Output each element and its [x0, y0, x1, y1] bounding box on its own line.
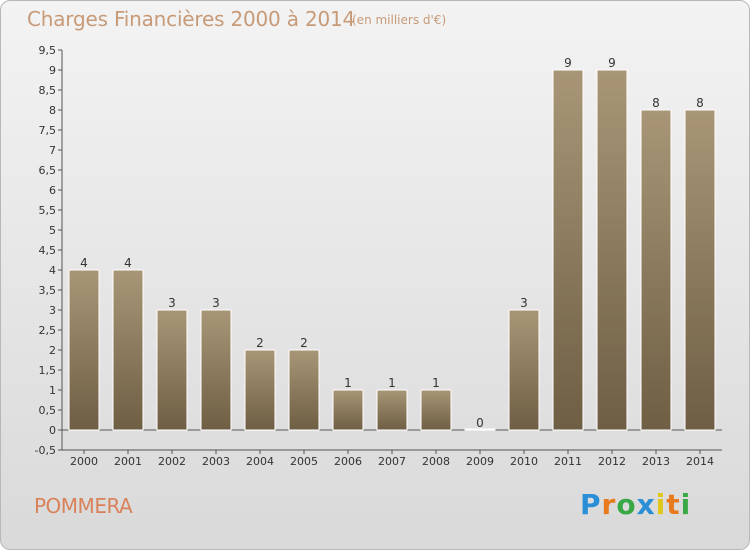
x-tick-label: 2009 [466, 455, 494, 468]
x-tick-label: 2004 [246, 455, 274, 468]
x-tick-label: 2003 [202, 455, 230, 468]
logo-letter: t [666, 488, 681, 521]
y-tick-label: 3 [49, 304, 56, 317]
bar-value-label: 1 [344, 376, 352, 390]
x-tick-label: 2000 [70, 455, 98, 468]
bar[interactable] [640, 109, 672, 431]
bar-value-label: 3 [520, 296, 528, 310]
x-axis: 2000 2001 2002 2003 2004 2005 2006 2007 2008 2009… [62, 429, 722, 468]
y-tick-label: 5,5 [39, 204, 57, 217]
bar[interactable] [596, 69, 628, 431]
logo-letter: o [616, 488, 637, 521]
x-tick-label: 2001 [114, 455, 142, 468]
y-tick-label: 0 [49, 424, 56, 437]
y-tick-label: 4 [49, 264, 56, 277]
bar[interactable] [684, 109, 716, 431]
bar[interactable] [156, 309, 188, 431]
x-tick-label: 2005 [290, 455, 318, 468]
logo-letter: r [601, 488, 617, 521]
y-axis: -0,5 0 0,5 1 1,5 2 2,5 3 3,5 4 4,5 5 5,5 6 6,5 7 7,5 8 8,5… [35, 44, 63, 457]
y-tick-label: 8 [49, 104, 56, 117]
y-tick-label: 5 [49, 224, 56, 237]
bar-value-label: 9 [564, 56, 572, 70]
x-tick-label: 2013 [642, 455, 670, 468]
logo-letter: x [636, 488, 656, 521]
y-tick-label: 7,5 [39, 124, 57, 137]
x-tick-label: 2014 [686, 455, 714, 468]
x-tick-label: 2006 [334, 455, 362, 468]
chart-title: Charges Financières 2000 à 2014 [27, 7, 356, 31]
bar-value-label: 2 [256, 336, 264, 350]
y-tick-label: 7 [49, 144, 56, 157]
y-tick-label: -0,5 [35, 444, 56, 457]
x-tick-label: 2010 [510, 455, 538, 468]
x-tick-label: 2012 [598, 455, 626, 468]
bar[interactable] [112, 269, 144, 431]
x-tick-label: 2002 [158, 455, 186, 468]
data-labels: 4 4 3 3 2 2 1 1 1 0 3 9 9 8 8 [80, 56, 704, 430]
bar[interactable] [376, 389, 408, 431]
bars [68, 69, 716, 431]
logo-letter: i [655, 488, 667, 521]
bar-value-label: 4 [80, 256, 88, 270]
y-tick-label: 6,5 [39, 164, 57, 177]
y-tick-label: 9,5 [39, 44, 57, 57]
commune-name: POMMERA [34, 494, 133, 518]
y-tick-label: 2 [49, 344, 56, 357]
bar-value-label: 3 [212, 296, 220, 310]
y-tick-label: 3,5 [39, 284, 57, 297]
bar-value-label: 2 [300, 336, 308, 350]
bar[interactable] [508, 309, 540, 431]
bar[interactable] [200, 309, 232, 431]
bar-value-label: 3 [168, 296, 176, 310]
bar[interactable] [68, 269, 100, 431]
x-tick-label: 2007 [378, 455, 406, 468]
x-tick-label: 2008 [422, 455, 450, 468]
bar[interactable] [420, 389, 452, 431]
y-tick-label: 1 [49, 384, 56, 397]
y-tick-label: 4,5 [39, 244, 57, 257]
bar-value-label: 1 [432, 376, 440, 390]
x-tick-label: 2011 [554, 455, 582, 468]
bar[interactable] [552, 69, 584, 431]
y-tick-label: 8,5 [39, 84, 57, 97]
bar[interactable] [332, 389, 364, 431]
chart-unit: (en milliers d'€) [352, 13, 447, 27]
logo-letter: P [580, 488, 602, 521]
bar[interactable] [244, 349, 276, 431]
proxiti-logo[interactable]: Proxiti [580, 488, 691, 521]
y-tick-label: 9 [49, 64, 56, 77]
bar-value-label: 1 [388, 376, 396, 390]
bar-value-label: 8 [652, 96, 660, 110]
y-tick-label: 0,5 [39, 404, 57, 417]
bar-value-label: 0 [476, 416, 484, 430]
logo-letter: i [680, 488, 692, 521]
bar[interactable] [288, 349, 320, 431]
bar-value-label: 8 [696, 96, 704, 110]
y-tick-label: 2,5 [39, 324, 57, 337]
y-tick-label: 1,5 [39, 364, 57, 377]
bar[interactable] [464, 428, 496, 431]
bar-value-label: 9 [608, 56, 616, 70]
y-tick-label: 6 [49, 184, 56, 197]
bar-value-label: 4 [124, 256, 132, 270]
